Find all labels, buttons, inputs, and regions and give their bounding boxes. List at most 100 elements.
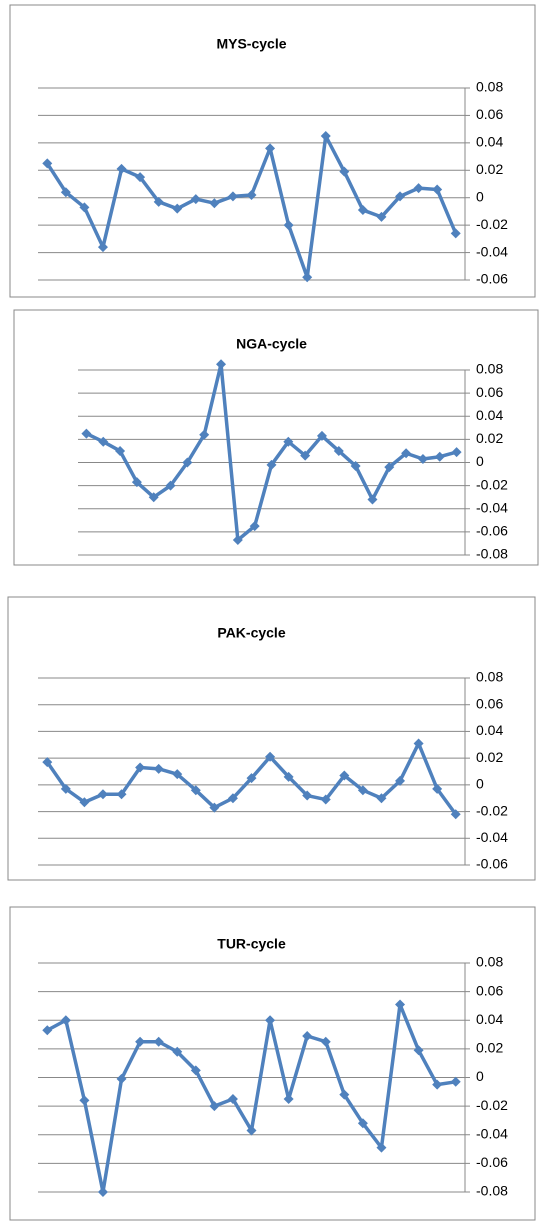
point-marker [413,1045,424,1056]
point-marker [209,802,220,813]
point-marker [283,220,294,231]
point-marker [115,445,126,456]
point-marker [283,1093,294,1104]
point-marker [432,184,443,195]
point-marker [216,359,227,370]
chart-panel: TUR-cycle 0.08 0.06 0.04 0.02 0 -0.02 -0.04 -0.0… [9,906,536,1221]
y-tick-label: -0.02 [476,476,508,492]
y-tick-label: 0.08 [476,954,503,970]
y-tick-label: 0.04 [476,407,503,423]
y-tick-label: 0.08 [476,361,503,377]
point-marker [413,738,424,749]
point-marker [401,448,412,459]
point-marker [413,183,424,194]
y-tick-label: -0.06 [476,1154,508,1170]
point-marker [320,794,331,805]
point-marker [367,494,378,505]
y-tick-label: -0.08 [476,1183,508,1199]
point-marker [60,1015,71,1026]
point-marker [172,203,183,214]
chart-panel: PAK-cycle 0.08 0.06 0.04 0.02 0 -0.02 -0.04 -0.0… [7,596,536,881]
point-marker [320,1036,331,1047]
panel-frame [9,906,536,1221]
point-marker [320,131,331,141]
y-tick-label: -0.04 [476,499,508,515]
point-marker [172,1046,183,1057]
point-marker [199,429,210,440]
point-marker [135,1036,146,1047]
point-marker [333,445,344,456]
point-marker [190,1065,201,1076]
point-marker [97,242,108,253]
point-marker [190,194,201,205]
chart-title: PAK-cycle [217,625,285,641]
y-tick-label: 0.02 [476,430,503,446]
y-tick-label: -0.02 [476,1097,508,1113]
y-tick-label: 0.06 [476,982,503,998]
y-tick-label: 0 [476,776,484,792]
point-marker [266,459,277,470]
y-tick-label: 0.08 [476,79,503,95]
point-marker [302,272,313,283]
y-tick-label: 0.06 [476,106,503,122]
y-tick-label: 0.02 [476,161,503,177]
y-tick-label: -0.06 [476,523,508,539]
point-marker [60,783,71,794]
point-marker [116,163,127,174]
point-marker [209,1101,220,1112]
point-marker [450,809,461,820]
chart-panel: NGA-cycle 0.08 0.06 0.04 0.02 0 -0.02 -0.04 -0.0… [13,309,539,566]
y-tick-label: -0.06 [476,856,508,872]
point-marker [246,189,257,200]
point-marker [79,1095,90,1106]
point-marker [302,790,313,801]
point-marker [339,166,350,177]
point-marker [42,158,53,169]
point-marker [376,1142,387,1153]
point-marker [316,430,327,441]
point-marker [227,793,238,804]
point-marker [165,480,176,491]
point-marker [79,202,90,213]
point-marker [97,789,108,800]
point-marker [302,1030,313,1041]
point-marker [339,1089,350,1100]
point-marker [182,457,193,468]
point-marker [432,783,443,794]
y-tick-label: 0.06 [476,695,503,711]
y-tick-label: 0 [476,188,484,204]
point-marker [376,793,387,804]
point-marker [209,198,220,209]
y-tick-label: -0.04 [476,829,508,845]
point-marker [97,1187,108,1197]
point-marker [131,477,142,488]
point-marker [283,436,294,447]
y-tick-label: 0.04 [476,134,503,150]
point-marker [60,187,71,198]
y-tick-label: -0.08 [476,546,508,562]
point-marker [395,191,406,202]
y-tick-label: 0.02 [476,749,503,765]
point-marker [232,534,243,545]
point-marker [81,428,92,439]
point-marker [135,172,146,183]
y-tick-label: 0.02 [476,1040,503,1056]
point-marker [42,1025,53,1036]
point-marker [153,763,164,774]
point-marker [357,205,368,216]
chart-title: TUR-cycle [217,936,286,952]
y-tick-label: 0 [476,453,484,469]
point-marker [451,447,462,458]
point-marker [300,450,311,461]
y-tick-label: 0.06 [476,384,503,400]
point-marker [450,1076,461,1087]
point-marker [434,451,445,462]
point-marker [148,492,159,503]
point-marker [265,1015,276,1026]
point-marker [432,1079,443,1090]
y-tick-label: -0.04 [476,1125,508,1141]
point-marker [116,789,127,800]
y-tick-label: -0.04 [476,243,508,259]
point-marker [153,196,164,207]
